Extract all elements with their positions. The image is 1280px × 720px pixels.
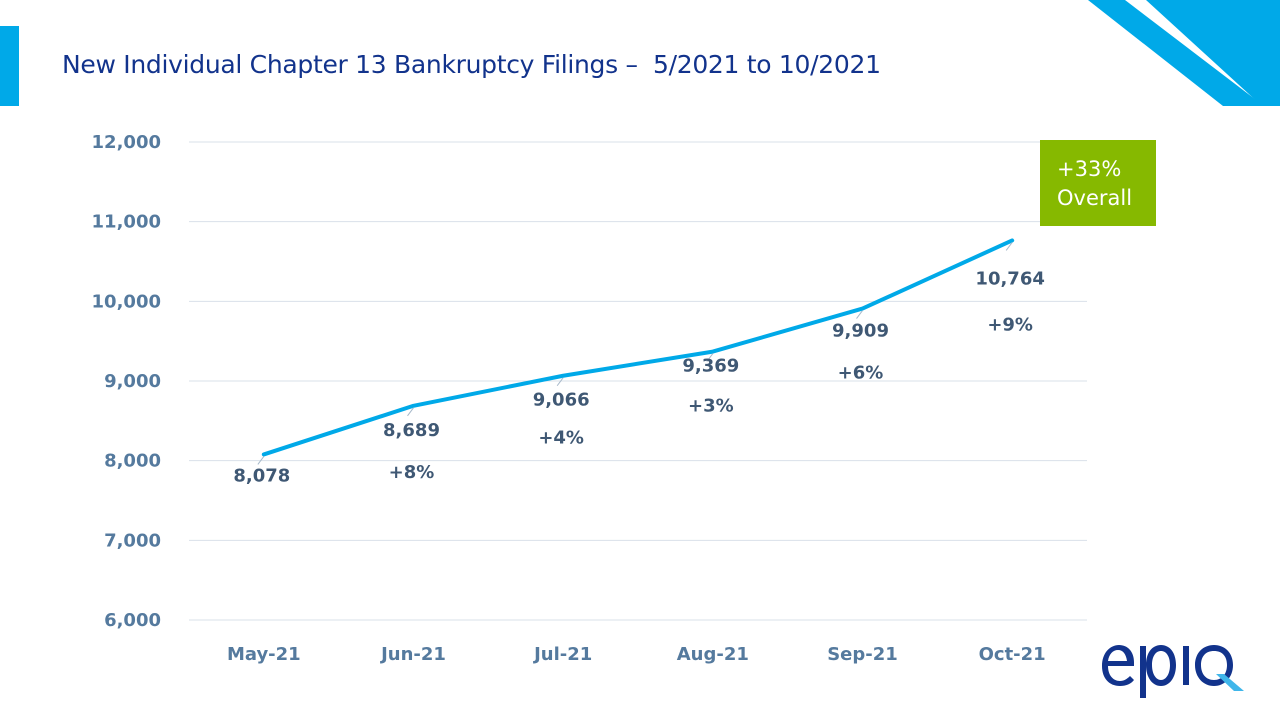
- callout-percent: +33%: [1057, 157, 1122, 181]
- percent-change-label: +6%: [838, 363, 884, 384]
- corner-stripes-decoration: [1088, 0, 1280, 106]
- leader-line: [1005, 242, 1013, 251]
- percent-change-label: +4%: [538, 428, 584, 449]
- percent-change-label: +9%: [987, 314, 1033, 335]
- y-axis-tick-label: 8,000: [104, 451, 161, 472]
- title-accent-bar: [0, 26, 19, 106]
- y-axis-tick-label: 10,000: [92, 291, 161, 312]
- y-axis-tick-label: 12,000: [92, 132, 161, 153]
- data-value-label: 10,764: [975, 268, 1044, 289]
- x-axis-tick-label: Sep-21: [827, 644, 898, 665]
- callout-label: Overall: [1057, 186, 1133, 210]
- leader-line: [556, 377, 564, 387]
- x-axis-tick-label: Aug-21: [677, 644, 749, 665]
- data-value-label: 9,909: [832, 321, 889, 342]
- epiq-logo: [1102, 645, 1244, 698]
- percent-change-label: +3%: [688, 396, 734, 417]
- y-axis-tick-label: 11,000: [92, 212, 161, 233]
- data-value-label: 8,689: [383, 420, 440, 441]
- x-axis-tick-label: Oct-21: [979, 644, 1046, 665]
- y-axis-tick-label: 6,000: [104, 610, 161, 631]
- leader-line: [856, 310, 863, 319]
- overall-change-callout: +33% Overall: [1040, 140, 1156, 226]
- percent-change-label: +8%: [389, 462, 435, 483]
- data-value-label: 9,369: [682, 356, 739, 377]
- slide-title: New Individual Chapter 13 Bankruptcy Fil…: [62, 50, 881, 79]
- x-axis-tick-label: May-21: [227, 644, 301, 665]
- leader-line: [407, 407, 414, 417]
- data-value-label: 8,078: [233, 465, 290, 486]
- series-line: [261, 238, 1015, 457]
- x-axis-tick-label: Jul-21: [532, 644, 592, 665]
- data-value-label: 9,066: [533, 390, 590, 411]
- leader-line: [706, 353, 714, 362]
- y-axis-tick-label: 7,000: [104, 530, 161, 551]
- leader-line: [257, 456, 265, 465]
- y-axis-tick-label: 9,000: [104, 371, 161, 392]
- x-axis-tick-label: Jun-21: [379, 644, 446, 665]
